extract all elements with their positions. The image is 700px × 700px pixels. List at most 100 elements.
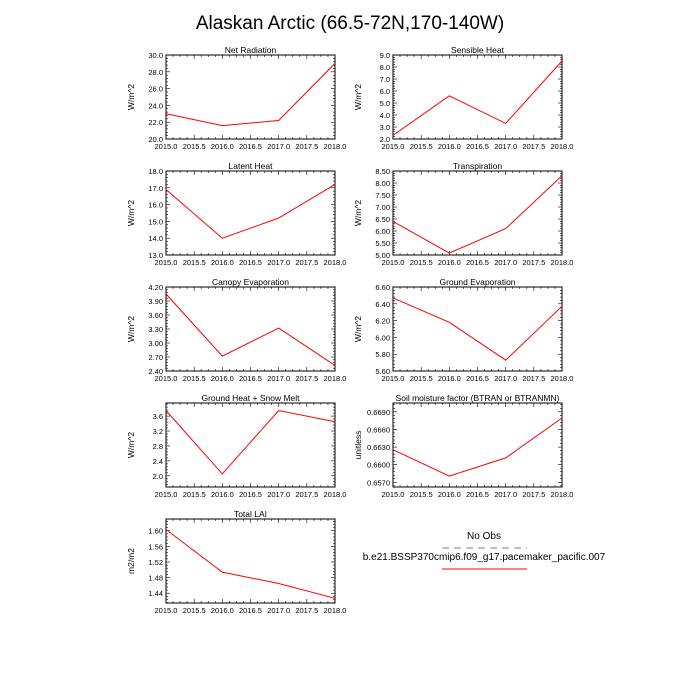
x-tick-label: 2015.0: [155, 142, 178, 151]
plot-frame: [392, 286, 563, 372]
y-tick-label: 22.0: [148, 118, 163, 127]
y-tick-label: 9.0: [380, 51, 390, 60]
y-axis-label: W/m^2: [353, 200, 363, 226]
y-tick-label: 16.0: [148, 201, 163, 210]
y-axis-label: m2/m2: [126, 548, 136, 574]
y-tick-label: 26.0: [148, 85, 163, 94]
series-line: [392, 60, 563, 136]
plot-frame: [392, 402, 563, 488]
series-line: [165, 409, 336, 475]
x-tick-label: 2017.5: [522, 142, 545, 151]
y-axis-label: unitless: [353, 431, 363, 460]
y-tick-label: 7.50: [375, 191, 390, 200]
y-tick-label: 15.0: [148, 217, 163, 226]
x-tick-label: 2015.0: [382, 142, 405, 151]
panel-7: Ground Heat + Snow Melt W/m^2 2015.0 2015.5…: [126, 393, 346, 499]
y-tick-label: 1.52: [148, 558, 163, 567]
x-tick-label: 2016.5: [239, 606, 262, 615]
x-tick-label: 2016.5: [466, 374, 489, 383]
y-tick-label: 0.6660: [367, 425, 390, 434]
y-tick-label: 5.80: [375, 350, 390, 359]
x-tick-label: 2015.0: [382, 258, 405, 267]
y-tick-label: 7.00: [375, 203, 390, 212]
plot-frame: [165, 170, 336, 256]
x-tick-label: 2016.5: [239, 258, 262, 267]
y-tick-label: 6.0: [380, 87, 390, 96]
y-tick-label: 17.0: [148, 184, 163, 193]
series-line: [392, 417, 563, 477]
y-axis-label: W/m^2: [353, 84, 363, 110]
panels: Net Radiation W/m^2 2015.0 2015.5 2016.0 2016…: [126, 45, 573, 615]
x-tick-label: 2015.5: [410, 374, 433, 383]
panel-title: Total LAI: [234, 509, 267, 519]
y-axis-label: W/m^2: [353, 316, 363, 342]
y-tick-label: 14.0: [148, 234, 163, 243]
legend-obs-label: No Obs: [467, 531, 501, 542]
x-tick-label: 2015.5: [410, 490, 433, 499]
x-tick-label: 2017.5: [295, 142, 318, 151]
legend-model-label: b.e21.BSSP370cmip6.f09_g17.pacemaker_pac…: [363, 552, 606, 563]
x-tick-label: 2015.0: [382, 374, 405, 383]
panel-8: Soil moisture factor (BTRAN or BTRANMN) u…: [353, 393, 573, 499]
plot-frame: [165, 518, 336, 604]
y-tick-label: 6.20: [375, 317, 390, 326]
x-tick-label: 2015.5: [183, 142, 206, 151]
y-tick-label: 6.50: [375, 215, 390, 224]
x-tick-label: 2018.0: [324, 606, 347, 615]
y-tick-label: 2.70: [148, 353, 163, 362]
y-tick-label: 13.0: [148, 251, 163, 260]
figure-title: Alaskan Arctic (66.5-72N,170-140W): [196, 13, 504, 34]
y-tick-label: 30.0: [148, 51, 163, 60]
x-tick-label: 2015.5: [183, 374, 206, 383]
x-tick-label: 2017.5: [522, 258, 545, 267]
x-tick-label: 2016.5: [239, 490, 262, 499]
x-tick-label: 2016.0: [211, 374, 234, 383]
x-tick-label: 2016.5: [466, 258, 489, 267]
plot-frame: [165, 402, 336, 488]
y-tick-label: 2.0: [153, 472, 163, 481]
panel-5: Canopy Evaporation W/m^2 2015.0 2015.5 2016.…: [126, 277, 346, 383]
x-tick-label: 2017.5: [522, 490, 545, 499]
x-tick-label: 2017.5: [295, 490, 318, 499]
legend: No Obs b.e21.BSSP370cmip6.f09_g17.pacema…: [363, 531, 606, 570]
y-tick-label: 4.0: [380, 111, 390, 120]
panel-6: Ground Evaporation W/m^2 2015.0 2015.5 2016.…: [353, 277, 573, 383]
y-axis-label: W/m^2: [126, 316, 136, 342]
plot-frame: [165, 54, 336, 140]
panel-4: Transpiration W/m^2 2015.0 2015.5 2016.0 2016…: [353, 161, 573, 267]
x-tick-label: 2017.0: [267, 142, 290, 151]
y-tick-label: 3.90: [148, 297, 163, 306]
y-tick-label: 2.4: [153, 457, 163, 466]
series-line: [165, 529, 336, 599]
y-tick-label: 28.0: [148, 68, 163, 77]
panel-2: Sensible Heat W/m^2 2015.0 2015.5 2016.0 2016…: [353, 45, 573, 151]
x-tick-label: 2015.0: [155, 606, 178, 615]
x-tick-label: 2015.0: [155, 258, 178, 267]
x-tick-label: 2018.0: [324, 490, 347, 499]
y-tick-label: 24.0: [148, 101, 163, 110]
x-tick-label: 2016.0: [211, 258, 234, 267]
y-tick-label: 5.60: [375, 367, 390, 376]
x-tick-label: 2017.0: [494, 142, 517, 151]
x-tick-label: 2016.0: [211, 606, 234, 615]
x-tick-label: 2017.5: [295, 258, 318, 267]
y-tick-label: 0.6690: [367, 408, 390, 417]
panel-title: Transpiration: [453, 161, 503, 171]
y-tick-label: 3.0: [380, 123, 390, 132]
x-tick-label: 2018.0: [551, 374, 574, 383]
y-tick-label: 4.20: [148, 283, 163, 292]
y-tick-label: 6.40: [375, 300, 390, 309]
x-tick-label: 2015.5: [410, 142, 433, 151]
y-tick-label: 8.50: [375, 167, 390, 176]
panel-title: Canopy Evaporation: [212, 277, 289, 287]
x-tick-label: 2016.5: [239, 374, 262, 383]
x-tick-label: 2016.0: [211, 490, 234, 499]
y-tick-label: 18.0: [148, 167, 163, 176]
y-tick-label: 0.6570: [367, 478, 390, 487]
x-tick-label: 2017.0: [267, 490, 290, 499]
y-tick-label: 2.40: [148, 367, 163, 376]
y-tick-label: 7.0: [380, 75, 390, 84]
y-tick-label: 3.2: [153, 427, 163, 436]
x-tick-label: 2016.5: [239, 142, 262, 151]
panel-title: Ground Heat + Snow Melt: [201, 393, 300, 403]
